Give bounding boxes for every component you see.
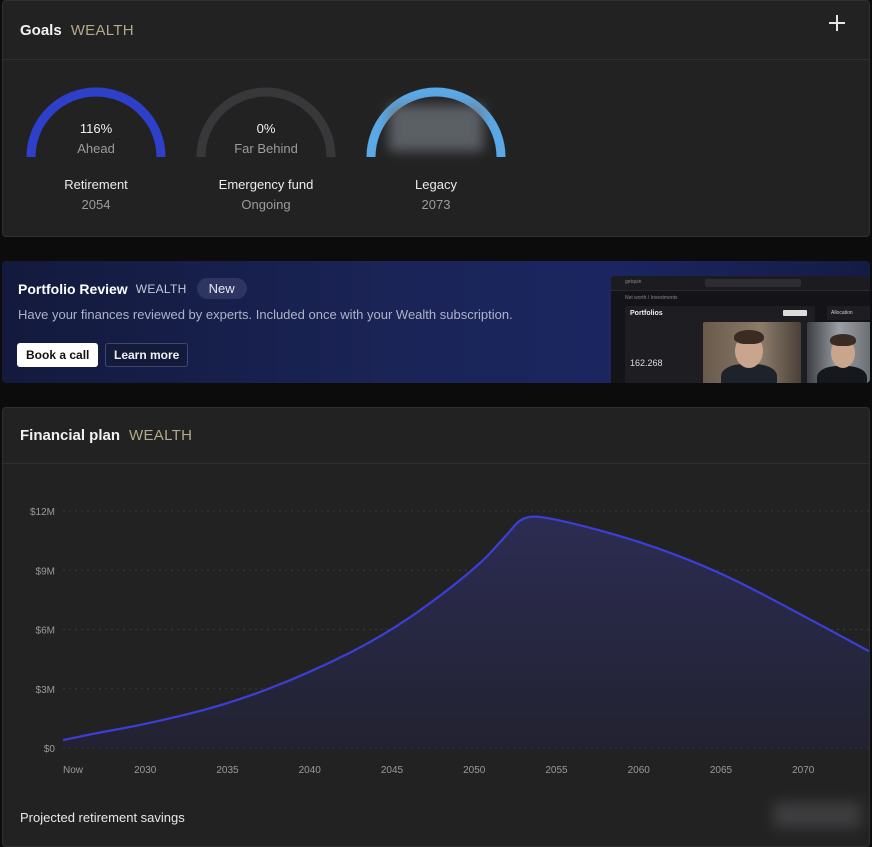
app-preview-image: getquin Net worth / Investments Portfoli… bbox=[611, 276, 870, 383]
preview-breadcrumb: Net worth / Investments bbox=[625, 295, 678, 301]
y-tick-label: $9M bbox=[36, 566, 55, 577]
goal-name: Retirement bbox=[64, 177, 128, 192]
progress-arc bbox=[196, 87, 336, 158]
preview-heading: Portfolios bbox=[630, 310, 663, 317]
y-tick-label: $3M bbox=[36, 685, 55, 696]
x-tick-label: Now bbox=[63, 765, 84, 776]
new-badge: New bbox=[196, 278, 247, 299]
x-tick-label: 2055 bbox=[545, 765, 568, 776]
goal-percent: 0% bbox=[256, 121, 276, 136]
book-call-button[interactable]: Book a call bbox=[17, 343, 99, 367]
learn-more-button[interactable]: Learn more bbox=[105, 343, 189, 367]
x-tick-label: 2060 bbox=[628, 765, 651, 776]
x-tick-label: 2040 bbox=[299, 765, 322, 776]
financial-plan-chart[interactable]: $0 $3M $6M $9M $12M Now 2030 2035 2040 2045 2050 20… bbox=[3, 468, 869, 808]
y-tick-label: $12M bbox=[30, 507, 55, 518]
goals-card: Goals WEALTH 116% Ahead Retirement 2054 … bbox=[2, 0, 870, 237]
goals-badge: WEALTH bbox=[70, 21, 134, 39]
plus-icon[interactable] bbox=[829, 15, 845, 31]
series-line bbox=[62, 515, 869, 742]
goal-year: Ongoing bbox=[241, 197, 291, 212]
y-tick-label: $6M bbox=[36, 626, 55, 637]
goal-year: 2054 bbox=[81, 197, 111, 212]
goal-year: 2073 bbox=[421, 197, 451, 212]
preview-search bbox=[705, 279, 801, 287]
goals-title: Goals bbox=[20, 21, 62, 39]
advisor-video-1 bbox=[703, 322, 801, 383]
preview-allocation: Allocation bbox=[827, 306, 870, 320]
banner-title: Portfolio Review bbox=[18, 280, 128, 297]
x-tick-label: 2070 bbox=[792, 765, 815, 776]
banner-badge: WEALTH bbox=[135, 281, 187, 296]
plan-header: Financial plan WEALTH bbox=[3, 408, 869, 464]
goal-emergency-fund[interactable]: 0% Far Behind Emergency fund Ongoing bbox=[191, 85, 341, 212]
projected-savings-label: Projected retirement savings bbox=[20, 810, 185, 825]
goal-legacy[interactable]: Legacy 2073 bbox=[361, 85, 511, 212]
progress-arc bbox=[26, 87, 166, 158]
banner-description: Have your finances reviewed by experts. … bbox=[18, 307, 513, 322]
x-tick-label: 2045 bbox=[381, 765, 404, 776]
blurred-value bbox=[389, 105, 483, 151]
preview-add-button bbox=[783, 310, 807, 316]
x-tick-label: 2050 bbox=[463, 765, 486, 776]
portfolio-review-banner: Portfolio Review WEALTH New Have your fi… bbox=[2, 261, 870, 383]
area-fill bbox=[63, 516, 869, 748]
goal-name: Emergency fund bbox=[218, 177, 314, 192]
plan-title: Financial plan bbox=[20, 427, 121, 444]
plan-badge: WEALTH bbox=[129, 427, 193, 444]
x-tick-label: 2035 bbox=[216, 765, 239, 776]
x-tick-label: 2030 bbox=[134, 765, 157, 776]
preview-value: 162.268 bbox=[630, 358, 663, 368]
financial-plan-card: Financial plan WEALTH $0 $3M $6M $9M $12M Now… bbox=[2, 407, 870, 847]
blurred-value bbox=[773, 802, 861, 828]
goal-percent: 116% bbox=[79, 121, 113, 136]
goals-header: Goals WEALTH bbox=[3, 1, 869, 60]
goal-retirement[interactable]: 116% Ahead Retirement 2054 bbox=[21, 85, 171, 212]
preview-brand: getquin bbox=[625, 279, 642, 285]
advisor-video-2 bbox=[807, 322, 870, 383]
x-tick-label: 2065 bbox=[710, 765, 733, 776]
goal-status: Far Behind bbox=[234, 141, 298, 156]
progress-arc bbox=[366, 87, 506, 158]
goal-status: Ahead bbox=[77, 141, 115, 156]
goal-name: Legacy bbox=[415, 177, 457, 192]
y-tick-label: $0 bbox=[44, 744, 56, 755]
